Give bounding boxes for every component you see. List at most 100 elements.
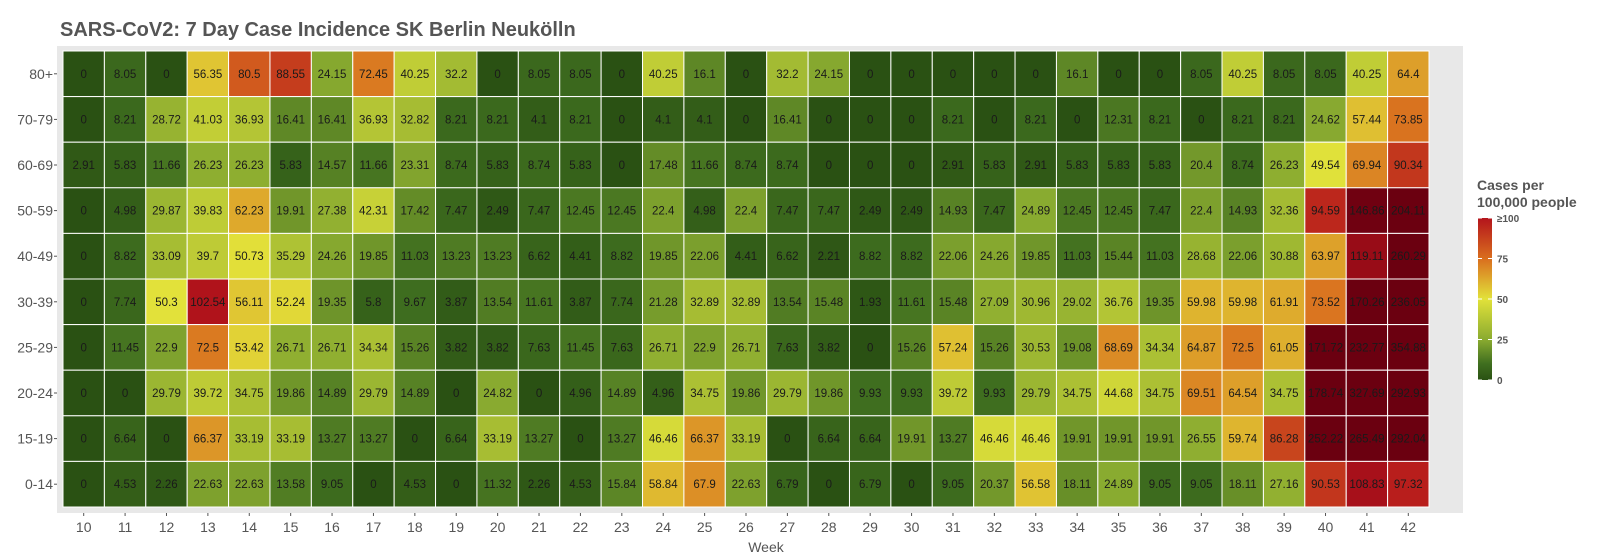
heatmap-cell	[1055, 141, 1099, 189]
cell-value-label: 0	[577, 434, 583, 446]
cell-value-label: 41.03	[193, 114, 222, 126]
cell-value-label: 73.52	[1311, 297, 1340, 309]
heatmap-cell	[476, 232, 519, 280]
heatmap-cell	[62, 187, 105, 234]
cell-value-label: 86.28	[1270, 434, 1299, 446]
cell-value-label: 102.54	[190, 297, 226, 309]
cell-value-label: 11.03	[1146, 251, 1174, 263]
heatmap-cell	[890, 96, 933, 143]
cell-value-label: 53.42	[235, 342, 264, 354]
heatmap-cell	[517, 187, 561, 234]
cell-value-label: 8.21	[942, 114, 964, 126]
cell-value-label: 9.93	[859, 388, 881, 400]
legend-title-line-1: Cases per	[1477, 177, 1544, 193]
cell-value-label: 67.9	[693, 479, 715, 491]
heatmap-cell	[724, 324, 768, 371]
heatmap-cell	[1055, 369, 1099, 417]
cell-value-label: 15.48	[939, 297, 968, 309]
cell-value-label: 327.69	[1349, 388, 1384, 400]
cell-value-label: 3.82	[486, 342, 508, 354]
cell-value-label: 3.87	[445, 297, 467, 309]
cell-value-label: 33.19	[732, 434, 761, 446]
heatmap-cell	[600, 50, 644, 98]
cell-value-label: 0	[743, 114, 749, 126]
color-legend: Cases per 100,000 people 0 25 50 75 ≥100	[1477, 177, 1577, 387]
cell-value-label: 0	[1198, 114, 1204, 126]
heatmap-cell	[600, 278, 644, 326]
cell-value-label: 64.87	[1187, 342, 1216, 354]
cell-value-label: 7.47	[776, 206, 798, 218]
cell-value-label: 19.35	[318, 297, 347, 309]
heatmap-cell	[1055, 460, 1099, 508]
heatmap-cell	[848, 141, 892, 189]
heatmap-cell	[103, 50, 147, 98]
cell-value-label: 16.41	[276, 114, 305, 126]
cell-value-label: 26.71	[649, 342, 678, 354]
heatmap-cell	[807, 460, 850, 508]
cell-value-label: 29.02	[1063, 297, 1092, 309]
heatmap-cell	[931, 96, 975, 143]
cell-value-label: 88.55	[276, 69, 305, 81]
cell-value-label: 12.45	[607, 206, 636, 218]
heatmap-cell	[476, 369, 519, 417]
heatmap-cell	[807, 50, 850, 98]
heatmap-cell	[724, 415, 768, 462]
y-tick-label: 25-29	[17, 339, 53, 355]
heatmap-cell	[228, 96, 271, 143]
cell-value-label: 18.11	[1229, 479, 1257, 491]
cell-value-label: 66.37	[193, 434, 222, 446]
cell-value-label: 11.45	[566, 342, 594, 354]
cell-value-label: 13.23	[483, 251, 512, 263]
heatmap-cell	[352, 369, 395, 417]
heatmap-cell	[1138, 278, 1182, 326]
cell-value-label: 2.49	[486, 206, 508, 218]
cell-value-label: 14.89	[400, 388, 429, 400]
heatmap-cell	[890, 369, 933, 417]
cell-value-label: 204.11	[1391, 206, 1425, 218]
heatmap-cell	[1262, 460, 1306, 508]
cell-value-label: 0	[743, 69, 749, 81]
heatmap-cell	[559, 141, 602, 189]
cell-value-label: 90.53	[1311, 479, 1340, 491]
x-tick-label: 22	[573, 519, 589, 535]
cell-value-label: 146.86	[1349, 206, 1384, 218]
cell-value-label: 14.57	[318, 160, 347, 172]
cell-value-label: 32.89	[732, 297, 761, 309]
y-axis-ticks: 80+ 70-79 60-69 50-59 40-49 30-39 25-29 20-24 15…	[17, 66, 57, 492]
y-tick-label: 30-39	[17, 294, 53, 310]
heatmap-cells: 0 8.05 0 56.35 80.5 88.55 24.15 72.45 40.25 32.2 0…	[62, 50, 1430, 508]
heatmap-cell	[476, 278, 519, 326]
heatmap-cell	[642, 187, 685, 234]
cell-value-label: 6.64	[445, 434, 468, 446]
heatmap-cell	[393, 187, 437, 234]
cell-value-label: 22.63	[732, 479, 761, 491]
cell-value-label: 62.23	[235, 206, 264, 218]
cell-value-label: 36.93	[359, 114, 388, 126]
cell-value-label: 0	[908, 479, 914, 491]
heatmap-cell	[393, 50, 437, 98]
heatmap-cell	[1055, 96, 1099, 143]
cell-value-label: 26.71	[276, 342, 305, 354]
cell-value-label: 7.47	[818, 206, 840, 218]
y-tick-label: 0-14	[25, 476, 53, 492]
cell-value-label: 5.83	[1149, 160, 1171, 172]
cell-value-label: 22.4	[1190, 206, 1213, 218]
heatmap-cell	[269, 415, 312, 462]
cell-value-label: 4.98	[114, 206, 136, 218]
heatmap-cell	[1138, 141, 1182, 189]
x-tick-label: 23	[614, 519, 630, 535]
cell-value-label: 33.09	[152, 251, 181, 263]
cell-value-label: 26.23	[193, 160, 222, 172]
heatmap-cell	[1138, 96, 1182, 143]
heatmap-cell	[269, 324, 312, 371]
heatmap-cell	[807, 369, 850, 417]
x-tick-label: 36	[1152, 519, 1168, 535]
cell-value-label: 4.53	[114, 479, 136, 491]
heatmap-cell	[642, 415, 685, 462]
cell-value-label: 20.37	[980, 479, 1009, 491]
cell-value-label: 40.25	[1228, 69, 1257, 81]
cell-value-label: 8.21	[445, 114, 467, 126]
cell-value-label: 0	[80, 479, 86, 491]
x-tick-label: 40	[1318, 519, 1334, 535]
cell-value-label: 22.9	[155, 342, 177, 354]
